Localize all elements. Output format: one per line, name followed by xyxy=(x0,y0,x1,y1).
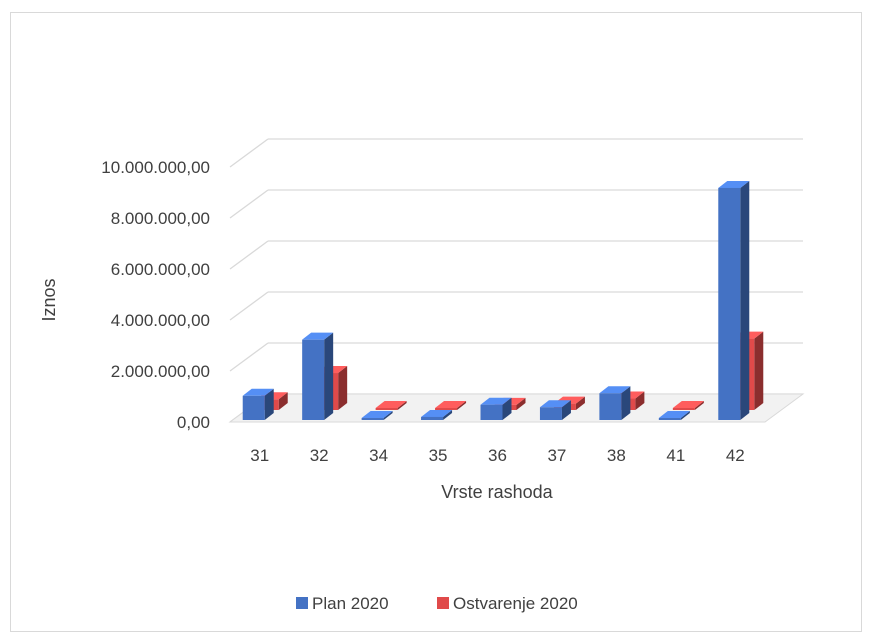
bar-plan-2020 xyxy=(302,332,334,420)
x-tick-label: 36 xyxy=(488,446,507,465)
y-tick-label: 0,00 xyxy=(177,413,210,432)
x-tick-label: 41 xyxy=(666,446,685,465)
legend-label-ostvarenje: Ostvarenje 2020 xyxy=(453,594,578,613)
gridline xyxy=(229,138,803,168)
x-tick-label: 34 xyxy=(369,446,388,465)
x-tick-label: 32 xyxy=(310,446,329,465)
x-tick-label: 38 xyxy=(607,446,626,465)
legend-label-plan: Plan 2020 xyxy=(312,594,389,613)
bar-plan-2020 xyxy=(361,411,393,420)
legend: Plan 2020 Ostvarenje 2020 xyxy=(296,594,578,613)
x-tick-label: 37 xyxy=(547,446,566,465)
y-tick-labels: 0,00 2.000.000,00 4.000.000,00 6.000.000,00… xyxy=(101,158,210,432)
legend-swatch-plan xyxy=(296,597,308,609)
y-tick-label: 8.000.000,00 xyxy=(111,209,210,228)
y-tick-label: 4.000.000,00 xyxy=(111,311,210,330)
bar-plan-2020 xyxy=(599,386,631,420)
x-tick-label: 31 xyxy=(250,446,269,465)
bar-ostvarenje-2020 xyxy=(435,401,467,410)
bar-ostvarenje-2020 xyxy=(375,401,407,410)
bar-plan-2020 xyxy=(658,411,690,420)
bar-plan-2020 xyxy=(242,388,274,420)
gridline xyxy=(229,291,803,321)
x-tick-labels: 31 32 34 35 36 37 38 41 42 xyxy=(250,446,744,465)
gridline xyxy=(229,189,803,219)
bar-plan-2020 xyxy=(421,409,453,420)
y-tick-label: 6.000.000,00 xyxy=(111,260,210,279)
bars xyxy=(242,180,764,420)
gridline xyxy=(229,240,803,270)
bar-plan-2020 xyxy=(539,400,571,420)
y-tick-label: 2.000.000,00 xyxy=(111,362,210,381)
x-tick-label: 42 xyxy=(726,446,745,465)
x-tick-label: 35 xyxy=(429,446,448,465)
bar-plan-2020 xyxy=(480,397,512,420)
bar-plan-2020 xyxy=(718,180,750,420)
x-axis-title: Vrste rashoda xyxy=(441,482,553,502)
bar-ostvarenje-2020 xyxy=(672,401,704,410)
legend-swatch-ostvarenje xyxy=(437,597,449,609)
gridline xyxy=(229,342,803,372)
y-axis-title: Iznos xyxy=(39,278,59,321)
y-tick-label: 10.000.000,00 xyxy=(101,158,210,177)
